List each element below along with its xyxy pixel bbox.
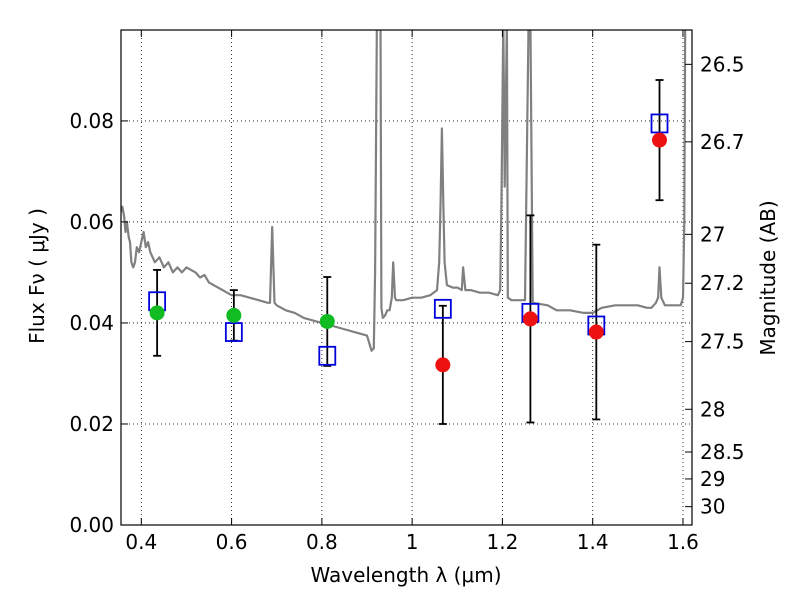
model-photometry-point xyxy=(433,298,452,319)
x-tick-label: 0.4 xyxy=(125,530,157,554)
measurement-point xyxy=(435,357,451,373)
y2-tick-label: 26.5 xyxy=(700,52,745,76)
y-tick-label: 0.04 xyxy=(69,311,114,335)
measurement-point xyxy=(652,132,668,148)
x-tick-label: 0.6 xyxy=(216,530,248,554)
y2-tick-label: 26.7 xyxy=(700,130,745,154)
y2-tick-label: 27 xyxy=(700,222,725,246)
y-tick-label: 0.08 xyxy=(69,109,114,133)
x-tick-label: 1.6 xyxy=(667,530,699,554)
measurement-point xyxy=(522,311,538,327)
y2-tick-label: 27.5 xyxy=(700,330,745,354)
plot-frame xyxy=(120,29,693,526)
x-tick-label: 1.4 xyxy=(577,530,609,554)
model-photometry-point xyxy=(224,322,243,342)
grid xyxy=(121,30,692,526)
x-axis-label: Wavelength λ (μm) xyxy=(310,563,501,587)
y-tick-label: 0.00 xyxy=(69,513,114,537)
y-axis-label: Flux Fν ( μJy ) xyxy=(25,208,49,344)
ticks: 0.4 0.6 0.8 1 1.2 1.4 1.6 0.00 0.02 0.04 0.06 0.08 2… xyxy=(69,30,745,554)
y2-tick-label: 27.2 xyxy=(700,271,745,295)
markers-layer xyxy=(148,79,669,425)
y2-tick-label: 28 xyxy=(700,397,725,421)
y2-tick-label: 30 xyxy=(700,495,725,519)
y2-tick-label: 29 xyxy=(700,467,725,491)
y2-tick-label: 28.5 xyxy=(700,440,745,464)
model-spectrum-line xyxy=(121,30,687,352)
y-tick-label: 0.06 xyxy=(69,210,114,234)
detection-point xyxy=(149,305,165,321)
x-tick-label: 1 xyxy=(406,530,419,554)
detection-point xyxy=(226,307,242,323)
x-tick-label: 0.8 xyxy=(306,530,338,554)
x-tick-label: 1.2 xyxy=(487,530,519,554)
detection-point xyxy=(319,313,335,329)
model-spectrum-layer xyxy=(121,30,687,352)
model-photometry-point xyxy=(650,113,669,134)
y2-axis-label: Magnitude (AB) xyxy=(756,200,780,355)
y-tick-label: 0.02 xyxy=(69,412,114,436)
model-photometry-point xyxy=(318,345,337,366)
measurement-point xyxy=(588,324,604,340)
